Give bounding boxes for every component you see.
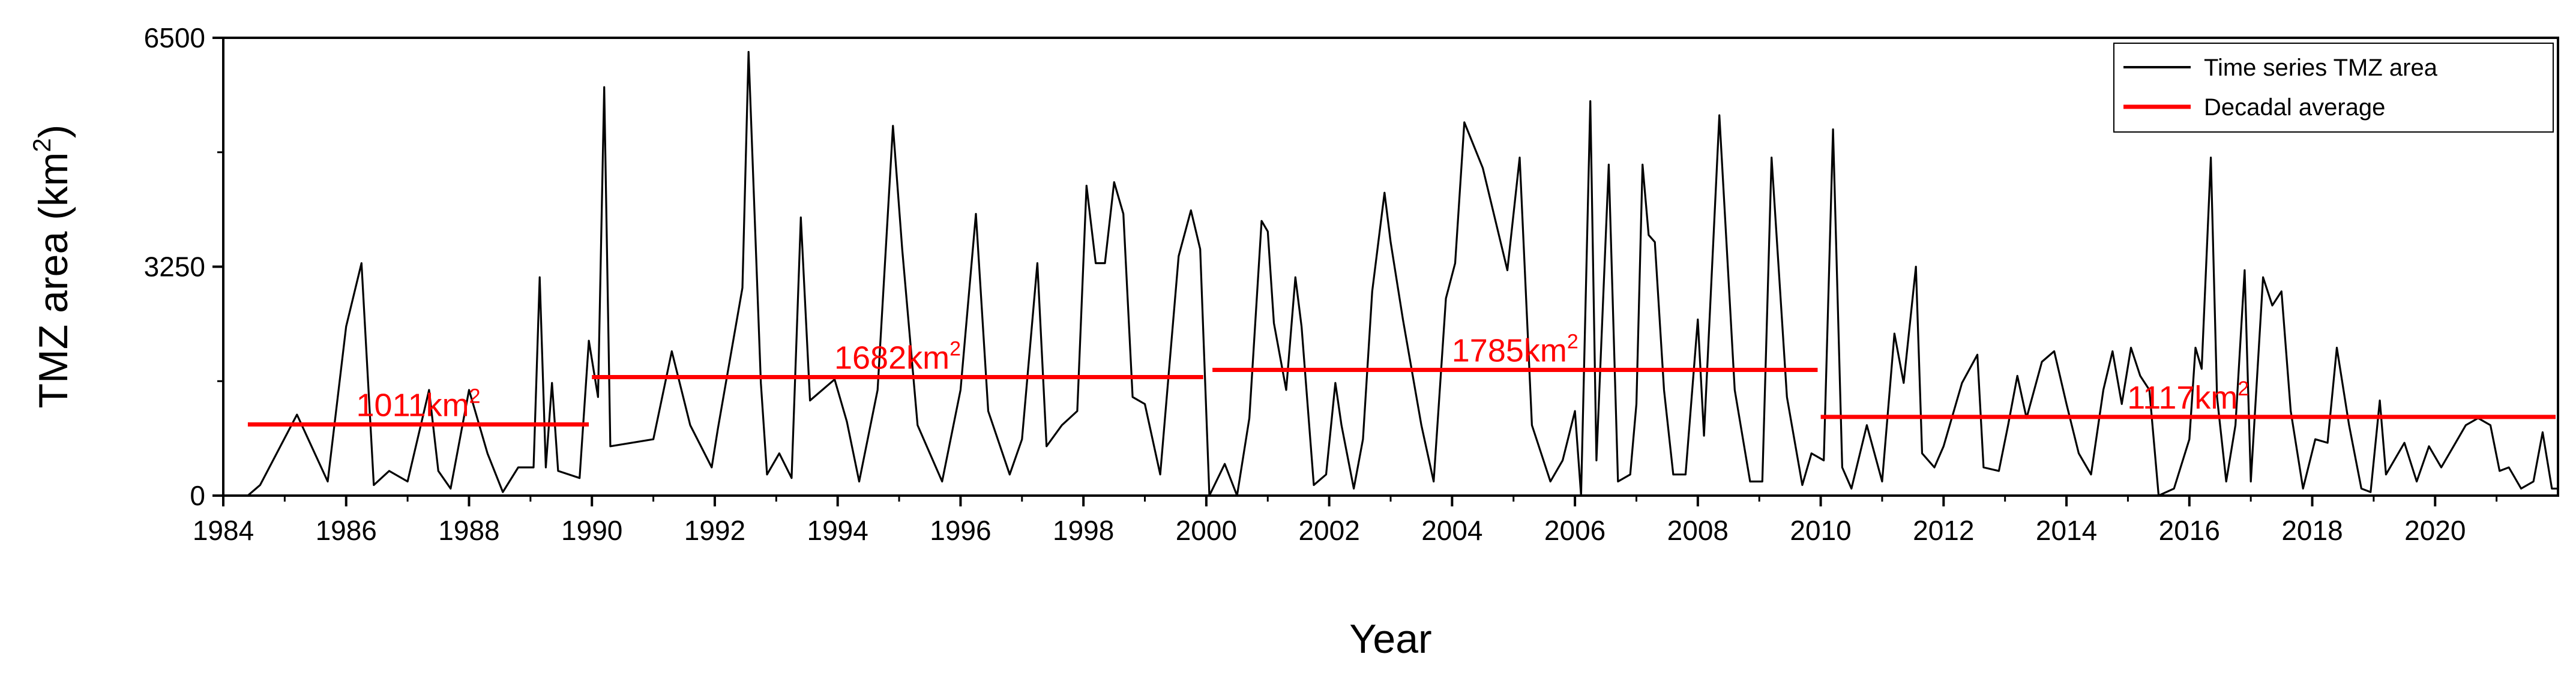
x-tick-label: 2008 — [1667, 515, 1729, 546]
decadal-average-label: 1682km2 — [834, 338, 961, 376]
decadal-average-value: 1785km — [1452, 332, 1567, 368]
y-axis-title-sup: 2 — [28, 138, 56, 152]
decadal-average-value: 1682km — [834, 340, 949, 376]
series-layer — [247, 50, 2558, 496]
x-tick-label: 2016 — [2159, 515, 2220, 546]
y-axis-title-close: ) — [31, 125, 76, 139]
decadal-average-unit-sup: 2 — [1567, 330, 1578, 353]
y-axis-title: TMZ area (km2) — [28, 125, 76, 409]
legend: Time series TMZ area Decadal average — [2113, 43, 2554, 133]
legend-box — [2113, 43, 2554, 133]
x-tick-label: 2000 — [1176, 515, 1237, 546]
x-tick-label: 2010 — [1790, 515, 1851, 546]
x-tick-label: 2020 — [2404, 515, 2466, 546]
x-axis-title: Year — [1349, 616, 1431, 662]
x-tick-label: 2014 — [2036, 515, 2097, 546]
decadal-average-value: 1011km — [357, 387, 469, 423]
x-tick-label: 2018 — [2281, 515, 2343, 546]
decadal-average-label: 1011km2 — [357, 385, 481, 423]
x-tick-label: 1988 — [438, 515, 499, 546]
x-tick-label: 1986 — [316, 515, 377, 546]
x-tick-label: 1996 — [930, 515, 991, 546]
decadal-average-label: 1117km2 — [2127, 377, 2249, 416]
axis-ticks — [212, 37, 2498, 506]
x-tick-label: 1992 — [684, 515, 745, 546]
y-tick-labels: 0 3250 6500 — [144, 22, 205, 511]
decadal-average-unit-sup: 2 — [469, 385, 481, 407]
x-tick-labels: 1984 1986 1988 1990 1992 1994 1996 1998 2000 2002… — [193, 515, 2466, 546]
x-tick-label: 1994 — [807, 515, 868, 546]
x-tick-label: 2002 — [1298, 515, 1359, 546]
x-tick-label: 2006 — [1544, 515, 1605, 546]
x-tick-label: 2012 — [1913, 515, 1974, 546]
decadal-average-unit-sup: 2 — [949, 338, 961, 361]
legend-label-series: Time series TMZ area — [2204, 55, 2438, 81]
x-tick-label: 1990 — [561, 515, 622, 546]
legend-label-average: Decadal average — [2204, 94, 2385, 121]
series-line-tmz-area — [247, 50, 2558, 496]
x-tick-label: 1984 — [193, 515, 254, 546]
x-tick-label: 2004 — [1421, 515, 1482, 546]
decadal-average-label: 1785km2 — [1452, 330, 1578, 368]
decadal-average-unit-sup: 2 — [2237, 377, 2249, 400]
x-tick-label: 1998 — [1053, 515, 1114, 546]
decadal-average-value: 1117km — [2127, 380, 2237, 416]
y-tick-label: 3250 — [144, 251, 205, 283]
y-tick-label: 0 — [190, 480, 205, 511]
y-tick-label: 6500 — [144, 22, 205, 53]
y-axis-title-main: TMZ area (km — [31, 152, 76, 409]
